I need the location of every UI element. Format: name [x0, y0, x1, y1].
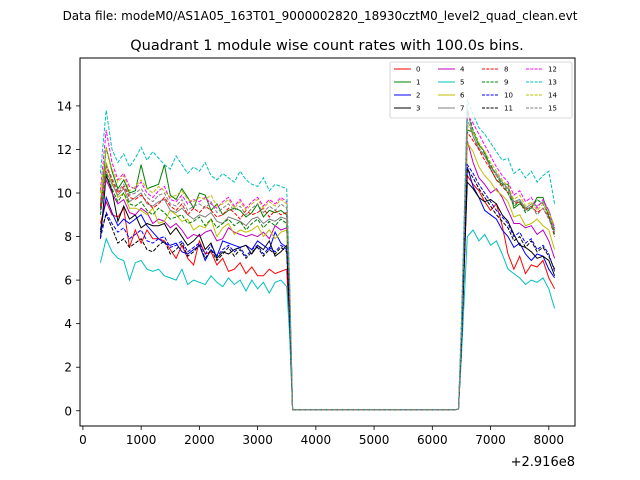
x-tick-label: 2000 — [184, 433, 215, 447]
axes-frame — [79, 57, 576, 427]
x-offset-label: +2.916e8 — [511, 455, 575, 470]
legend-label-12: 12 — [548, 66, 557, 74]
series-line-0 — [99, 174, 556, 411]
y-tick-label: 4 — [64, 317, 72, 331]
x-tick-label: 1000 — [126, 433, 157, 447]
y-tick-label: 12 — [57, 143, 72, 157]
legend-label-9: 9 — [504, 79, 508, 87]
legend-label-6: 6 — [460, 92, 465, 100]
legend-label-13: 13 — [548, 79, 557, 87]
y-tick-label: 8 — [64, 230, 72, 244]
x-tick-label: 4000 — [301, 433, 332, 447]
legend-label-7: 7 — [460, 105, 464, 113]
legend-label-2: 2 — [416, 92, 420, 100]
x-tick-label: 0 — [79, 433, 87, 447]
series-line-1 — [99, 129, 556, 411]
x-tick-label: 8000 — [534, 433, 565, 447]
series-line-7 — [99, 107, 556, 411]
y-axis: 0 2 4 6 8 10 12 14 — [57, 99, 80, 418]
series-line-9 — [99, 110, 556, 411]
legend-label-1: 1 — [416, 79, 420, 87]
series-line-5 — [99, 229, 556, 411]
series-line-14 — [99, 124, 556, 411]
series-line-13 — [99, 99, 556, 411]
x-axis: 0 1000 2000 3000 4000 5000 6000 7000 8000 — [79, 426, 564, 447]
chart-title: Quadrant 1 module wise count rates with … — [130, 38, 524, 54]
plot-series — [99, 99, 556, 411]
series-line-4 — [99, 140, 556, 411]
series-line-6 — [99, 141, 556, 411]
y-tick-label: 6 — [64, 274, 72, 288]
series-line-3 — [99, 175, 556, 411]
legend-label-11: 11 — [504, 105, 513, 113]
x-tick-label: 7000 — [475, 433, 506, 447]
legend-label-10: 10 — [504, 92, 513, 100]
legend-label-4: 4 — [460, 66, 465, 74]
legend-label-5: 5 — [460, 79, 464, 87]
suptitle: Data file: modeM0/AS1A05_163T01_90000028… — [63, 9, 578, 23]
legend-frame — [389, 61, 573, 119]
x-tick-label: 3000 — [242, 433, 273, 447]
series-line-11 — [99, 167, 556, 411]
series-line-15 — [99, 118, 556, 411]
legend-label-15: 15 — [548, 105, 557, 113]
series-line-8 — [99, 130, 556, 411]
y-tick-label: 10 — [57, 187, 72, 201]
legend-label-8: 8 — [504, 66, 508, 74]
y-tick-label: 14 — [57, 99, 72, 113]
y-tick-label: 0 — [64, 404, 72, 418]
x-tick-label: 6000 — [417, 433, 448, 447]
y-tick-label: 2 — [64, 361, 72, 375]
x-tick-label: 5000 — [359, 433, 390, 447]
legend-label-0: 0 — [416, 66, 420, 74]
legend-label-3: 3 — [416, 105, 420, 113]
legend-label-14: 14 — [548, 92, 557, 100]
